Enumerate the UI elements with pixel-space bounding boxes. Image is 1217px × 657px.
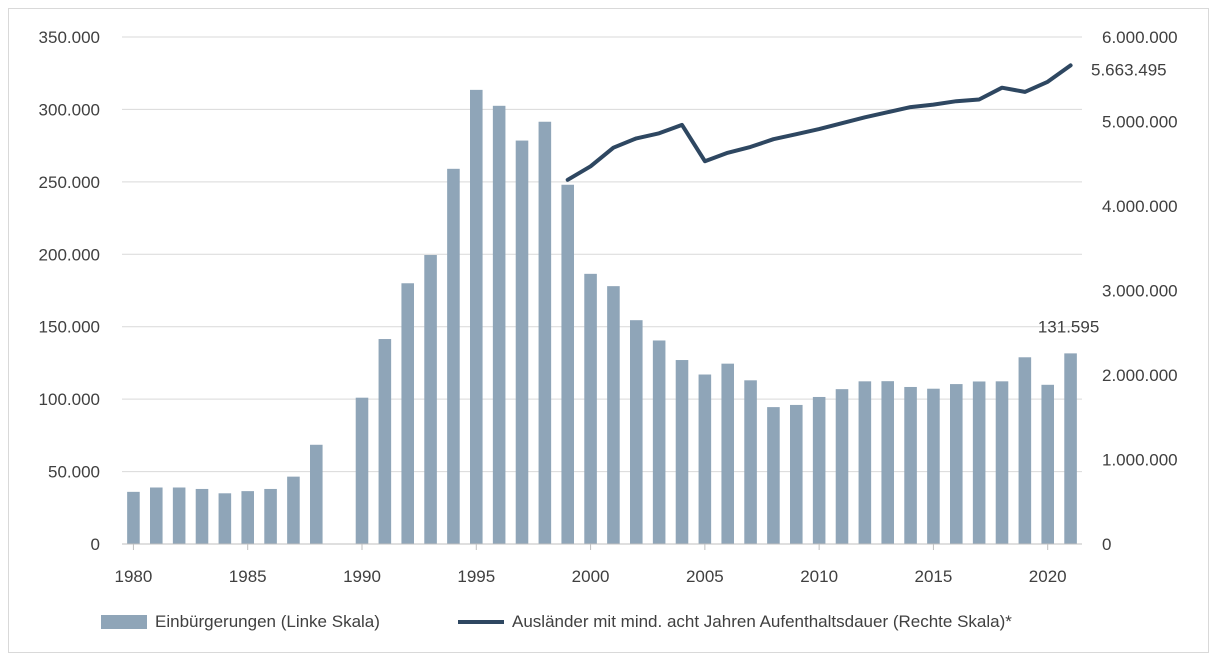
bar-2018: [995, 381, 1009, 544]
bar-2011: [835, 389, 849, 544]
bar-1990: [355, 397, 369, 544]
bar-2000: [584, 273, 597, 544]
bar-2007: [744, 380, 757, 544]
y-right-tick-label: 4.000.000: [1102, 197, 1178, 216]
bar-2015: [927, 388, 940, 544]
bar-1980: [127, 491, 140, 544]
x-tick-label: 2020: [1029, 567, 1067, 586]
bar-2019: [1018, 357, 1032, 544]
bar-2002: [630, 320, 643, 544]
bar-1988: [310, 444, 323, 544]
legend-label-line: Ausländer mit mind. acht Jahren Aufentha…: [512, 612, 1012, 631]
x-tick-label: 1995: [457, 567, 495, 586]
bar-2016: [950, 384, 963, 544]
y-left-tick-label: 200.000: [39, 245, 100, 264]
x-tick-label: 2000: [572, 567, 610, 586]
x-tick-label: 1990: [343, 567, 381, 586]
axes: 0 50.000 100.000 150.000 200.000 250.000 300.0…: [39, 28, 1178, 586]
x-tick-label: 1985: [229, 567, 267, 586]
bar-2005: [698, 374, 712, 544]
y-right-tick-label: 6.000.000: [1102, 28, 1178, 47]
y-right-tick-label: 3.000.000: [1102, 282, 1178, 301]
bar-1993: [424, 255, 437, 544]
bar-1987: [287, 476, 300, 544]
y-right-tick-label: 2.000.000: [1102, 366, 1178, 385]
line-value-label: 5.663.495: [1091, 60, 1167, 79]
line-series: [565, 63, 1073, 182]
y-left-tick-label: 300.000: [39, 100, 100, 119]
bar-1986: [264, 488, 277, 544]
y-left-tick-label: 350.000: [39, 28, 100, 47]
x-tick-label: 1980: [115, 567, 153, 586]
bar-1994: [447, 168, 460, 544]
bar-1982: [172, 487, 186, 544]
bar-2021: [1064, 353, 1077, 544]
bar-2013: [881, 381, 894, 544]
x-tick-label: 2015: [915, 567, 953, 586]
line-path: [565, 63, 1073, 182]
bar-2006: [721, 363, 734, 544]
y-left-tick-label: 50.000: [48, 463, 100, 482]
bar-1985: [241, 491, 254, 544]
bar-1981: [150, 487, 163, 544]
bar-2003: [652, 340, 666, 544]
legend-item-line: Ausländer mit mind. acht Jahren Aufentha…: [458, 612, 1012, 632]
y-right-tick-label: 5.000.000: [1102, 113, 1178, 132]
y-left-tick-label: 150.000: [39, 318, 100, 337]
bar-1997: [515, 140, 529, 544]
bar-value-label: 131.595: [1038, 317, 1099, 336]
bar-2012: [858, 381, 872, 544]
bar-2001: [607, 286, 620, 544]
x-tick-label: 2010: [800, 567, 838, 586]
bar-1991: [378, 339, 392, 544]
bar-1998: [538, 121, 552, 545]
bar-1995: [470, 89, 483, 544]
bar-2004: [675, 360, 689, 544]
chart-frame: [8, 8, 1209, 653]
bar-series: [127, 89, 1077, 545]
legend-line-swatch: [458, 620, 504, 624]
bar-1999: [561, 184, 574, 545]
legend-label-bars: Einbürgerungen (Linke Skala): [155, 612, 380, 631]
bar-2020: [1041, 384, 1054, 544]
legend-item-bars: Einbürgerungen (Linke Skala): [101, 612, 380, 632]
y-left-tick-label: 250.000: [39, 173, 100, 192]
bar-2014: [904, 386, 917, 544]
data-labels: 131.595 5.663.495: [1038, 60, 1167, 336]
y-right-tick-label: 0: [1102, 535, 1111, 554]
bar-1996: [492, 105, 506, 545]
bar-2010: [812, 396, 826, 544]
y-left-tick-label: 0: [91, 535, 100, 554]
bar-2009: [790, 404, 803, 544]
legend-bar-swatch: [101, 615, 147, 629]
bar-1983: [195, 488, 209, 544]
bar-1992: [401, 283, 414, 544]
y-right-tick-label: 1.000.000: [1102, 451, 1178, 470]
bar-1984: [218, 493, 232, 544]
x-tick-label: 2005: [686, 567, 724, 586]
bar-2008: [767, 407, 780, 544]
bar-2017: [972, 381, 986, 544]
y-left-tick-label: 100.000: [39, 390, 100, 409]
